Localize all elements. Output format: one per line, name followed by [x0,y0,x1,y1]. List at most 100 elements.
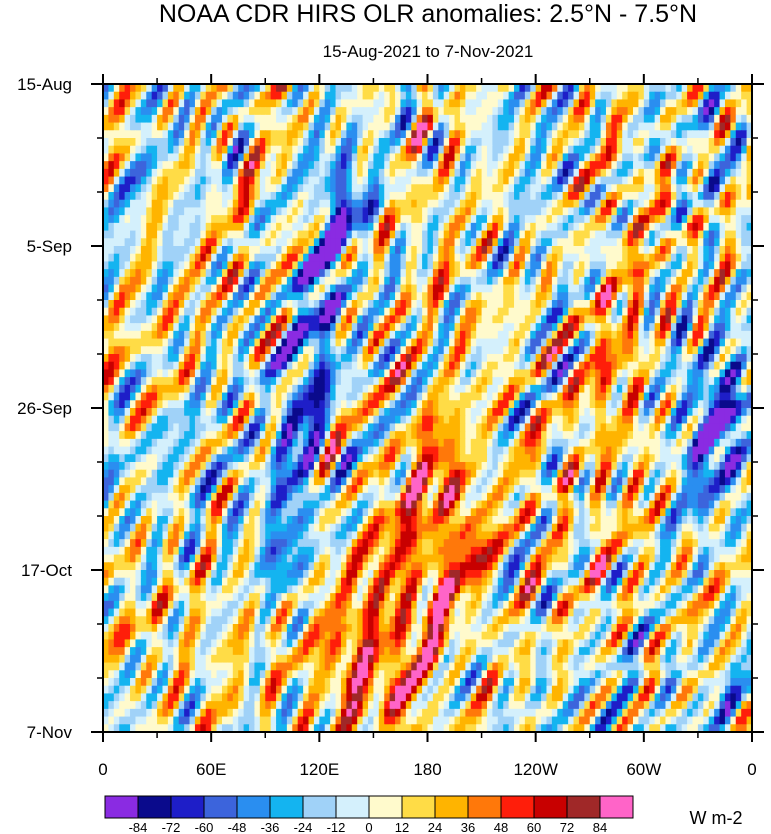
field-cell [389,153,396,162]
field-cell [492,207,499,216]
field-cell [162,215,169,224]
field-cell [124,346,131,355]
field-cell [232,184,239,193]
field-cell [108,246,115,255]
field-cell [211,207,218,216]
field-cell [119,153,126,162]
field-cell [373,91,380,101]
field-cell [697,361,704,371]
field-cell [535,361,542,371]
field-cell [514,91,521,101]
field-cell [297,161,304,170]
field-cell [724,138,731,147]
field-cell [238,269,245,278]
field-cell [151,307,158,317]
field-cell [497,253,504,263]
field-cell [405,292,412,301]
field-cell [470,300,477,309]
field-cell [108,192,115,201]
field-cell [422,199,429,209]
field-cell [692,153,699,162]
field-cell [427,145,434,155]
field-cell [611,184,618,193]
field-cell [476,284,483,293]
field-cell [557,222,564,232]
field-cell [346,138,353,147]
field-cell [654,107,661,116]
field-cell [611,392,618,401]
field-cell [692,130,699,139]
field-cell [492,284,499,293]
field-cell [108,199,115,209]
field-cell [454,215,461,224]
field-cell [232,361,239,371]
field-cell [584,246,591,255]
field-cell [189,168,196,178]
field-cell [362,207,369,216]
field-cell [649,269,656,278]
field-cell [135,307,142,317]
field-cell [524,84,531,93]
field-cell [665,192,672,201]
field-cell [167,300,174,309]
field-cell [113,91,120,101]
field-cell [454,384,461,394]
field-cell [400,145,407,155]
field-cell [216,153,223,162]
field-cell [130,300,137,309]
field-cell [362,292,369,301]
field-cell [422,145,429,155]
field-cell [216,400,223,409]
field-cell [551,361,558,371]
field-cell [438,84,445,93]
field-cell [205,284,212,293]
field-cell [714,122,721,131]
field-cell [167,168,174,178]
field-cell [238,138,245,147]
field-cell [249,307,256,317]
field-cell [422,307,429,317]
field-cell [459,230,466,239]
field-cell [157,107,164,116]
field-cell [708,91,715,101]
field-cell [541,330,548,340]
field-cell [508,276,515,286]
field-cell [535,138,542,147]
field-cell [119,284,126,293]
field-cell [427,199,434,209]
field-cell [465,377,472,386]
field-cell [497,338,504,347]
field-cell [714,153,721,162]
field-cell [140,161,147,170]
field-cell [362,153,369,162]
field-cell [714,222,721,232]
field-cell [249,315,256,324]
field-cell [649,238,656,247]
field-cell [470,138,477,147]
field-cell [124,84,131,93]
field-cell [411,199,418,209]
field-cell [184,199,191,209]
field-cell [357,392,364,401]
field-cell [173,199,180,209]
field-cell [708,315,715,324]
field-cell [103,354,110,363]
field-cell [454,300,461,309]
field-cell [735,199,742,209]
field-cell [514,230,521,239]
field-cell [730,253,737,263]
field-cell [492,346,499,355]
field-cell [313,184,320,193]
field-cell [297,307,304,317]
field-cell [476,392,483,401]
field-cell [108,276,115,286]
field-cell [746,184,753,193]
field-cell [443,99,450,108]
field-cell [124,130,131,139]
field-cell [633,354,640,363]
field-cell [319,138,326,147]
field-cell [124,307,131,317]
field-cell [470,315,477,324]
field-cell [427,307,434,317]
field-cell [708,145,715,155]
